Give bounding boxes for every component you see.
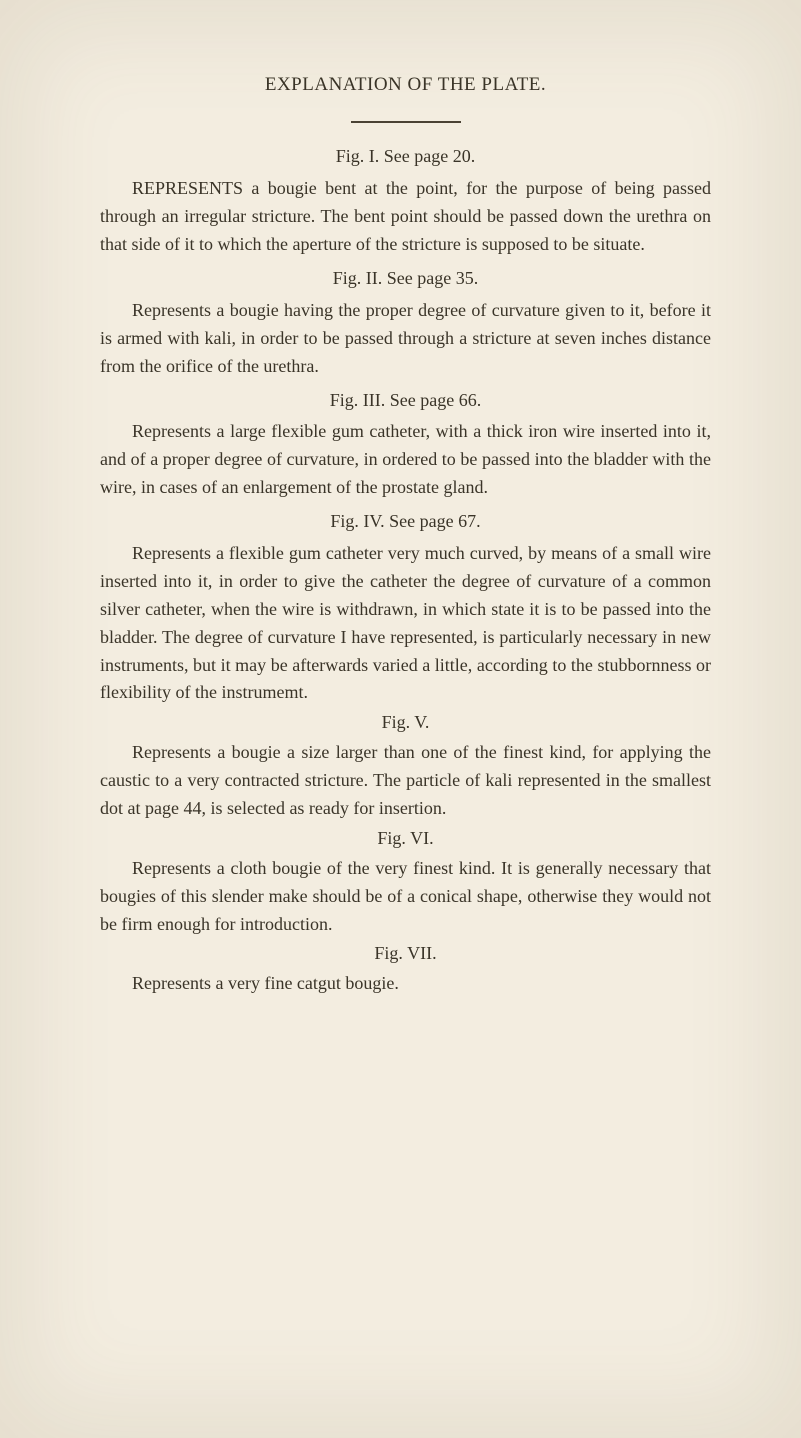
fig3-body: Represents a large flexible gum catheter…	[100, 418, 711, 502]
fig1-body: REPRESENTS a bougie bent at the point, f…	[100, 175, 711, 259]
fig7-body: Represents a very fine catgut bougie.	[100, 970, 711, 998]
fig2-body: Represents a bougie having the proper de…	[100, 297, 711, 381]
fig5-body: Represents a bougie a size larger than o…	[100, 739, 711, 823]
page: EXPLANATION OF THE PLATE. Fig. I. See pa…	[0, 0, 801, 1438]
fig4-heading: Fig. IV. See page 67.	[100, 508, 711, 536]
fig2-heading: Fig. II. See page 35.	[100, 265, 711, 293]
fig6-body: Represents a cloth bougie of the very fi…	[100, 855, 711, 939]
fig4-body: Represents a flexible gum catheter very …	[100, 540, 711, 707]
fig5-heading: Fig. V.	[100, 709, 711, 737]
fig3-heading: Fig. III. See page 66.	[100, 387, 711, 415]
title-rule	[351, 121, 461, 123]
fig1-heading: Fig. I. See page 20.	[100, 143, 711, 171]
page-title: EXPLANATION OF THE PLATE.	[100, 70, 711, 99]
fig6-heading: Fig. VI.	[100, 825, 711, 853]
fig7-heading: Fig. VII.	[100, 940, 711, 968]
